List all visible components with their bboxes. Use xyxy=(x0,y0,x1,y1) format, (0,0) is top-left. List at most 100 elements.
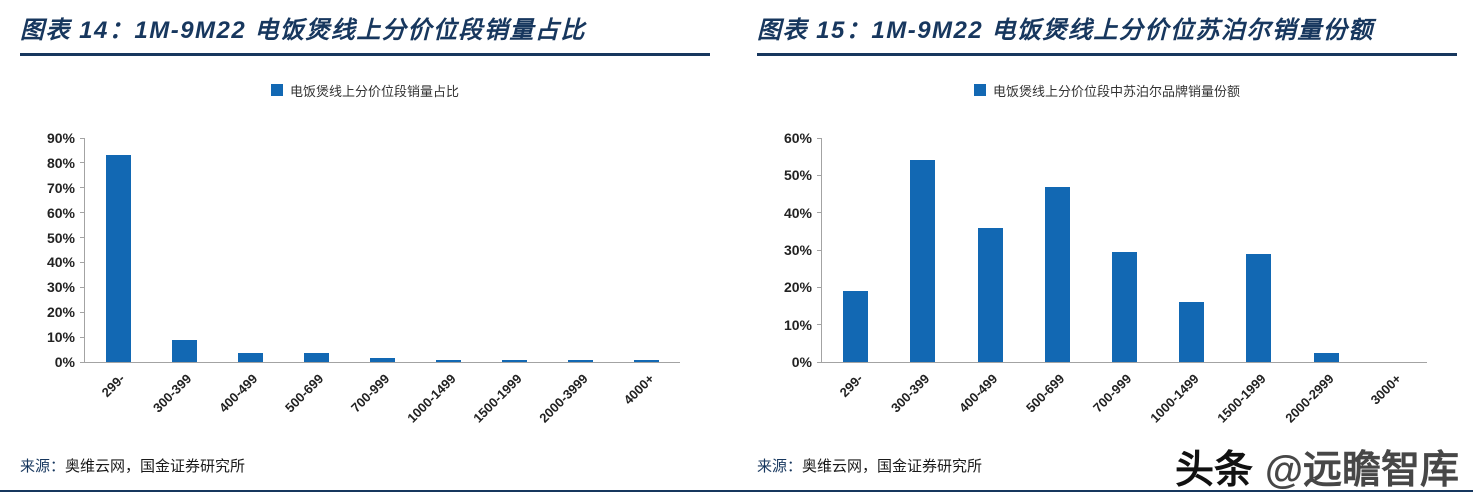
y-tick: 90% xyxy=(33,130,85,146)
y-tick: 80% xyxy=(33,155,85,171)
bar xyxy=(1246,253,1272,362)
bar xyxy=(436,359,462,362)
bar xyxy=(568,359,594,362)
bar-column xyxy=(1158,138,1225,362)
y-tick: 20% xyxy=(770,279,822,295)
x-tick-label: 400-499 xyxy=(215,371,261,416)
legend-label: 电饭煲线上分价位段中苏泊尔品牌销量份额 xyxy=(992,83,1240,99)
bar xyxy=(1313,352,1339,362)
bar-column xyxy=(614,138,680,362)
y-tick-label: 60% xyxy=(783,130,812,146)
x-tick: 2000-2999 xyxy=(1282,363,1359,439)
x-axis-labels: 299- 300-399 400-499 500-699 700-999 1000-149… xyxy=(821,363,1427,439)
bar-column xyxy=(283,138,349,362)
bar xyxy=(1179,302,1205,362)
bar-column xyxy=(85,138,151,362)
source-label: 来源： xyxy=(20,458,66,475)
y-tick-mark xyxy=(80,212,85,214)
x-tick-label: 299- xyxy=(836,371,866,401)
y-tick: 20% xyxy=(33,304,85,320)
x-tick: 4000+ xyxy=(614,363,680,439)
source-text: 奥维云网，国金证券研究所 xyxy=(65,458,246,475)
y-tick: 40% xyxy=(33,254,85,270)
x-tick-label: 400-499 xyxy=(955,371,1000,416)
x-tick: 700-999 xyxy=(348,363,415,439)
bar-column xyxy=(217,138,283,362)
y-tick-mark xyxy=(80,286,85,288)
bar xyxy=(1111,251,1137,362)
x-tick: 2000-3999 xyxy=(537,363,614,439)
x-tick-label: 700-999 xyxy=(1090,371,1135,416)
y-tick-label: 10% xyxy=(46,329,75,346)
y-tick: 60% xyxy=(770,130,822,146)
y-tick-mark xyxy=(817,361,822,363)
y-tick-label: 0% xyxy=(791,354,812,370)
bar-column xyxy=(482,138,548,362)
legend-label: 电饭煲线上分价位段销量占比 xyxy=(289,83,459,99)
y-tick-mark xyxy=(80,361,85,363)
x-tick: 1500-1999 xyxy=(470,363,547,439)
y-tick-mark xyxy=(817,212,822,214)
bar xyxy=(502,359,528,362)
x-tick-label: 4000+ xyxy=(621,371,658,408)
y-tick: 0% xyxy=(770,354,822,370)
bar xyxy=(977,227,1003,362)
y-tick-mark xyxy=(817,174,822,176)
y-tick-label: 40% xyxy=(783,204,812,221)
bar-column xyxy=(1360,138,1427,362)
y-tick-label: 90% xyxy=(46,130,75,146)
y-tick-label: 20% xyxy=(46,304,75,321)
y-axis: 0% 10% 20% 30% 40% 50% 60% xyxy=(784,130,1427,370)
y-tick-mark xyxy=(80,187,85,189)
x-tick: 1000-1499 xyxy=(404,363,481,439)
y-tick-mark xyxy=(80,162,85,164)
x-tick: 500-699 xyxy=(282,363,349,439)
bar xyxy=(910,160,936,362)
y-tick-mark xyxy=(80,237,85,239)
watermark: 头条 @远瞻智库 xyxy=(1175,439,1459,495)
bar xyxy=(843,291,869,362)
y-tick-mark xyxy=(80,336,85,338)
x-tick: 400-499 xyxy=(216,363,282,439)
y-tick: 40% xyxy=(770,205,822,221)
bar-column xyxy=(349,138,415,362)
y-tick-label: 10% xyxy=(783,316,812,333)
bar xyxy=(171,339,197,362)
source-note: 来源：奥维云网，国金证券研究所 xyxy=(20,455,710,476)
y-tick-label: 60% xyxy=(46,204,75,221)
y-tick-label: 50% xyxy=(46,229,75,246)
y-tick: 0% xyxy=(33,354,85,370)
chart-legend: 电饭煲线上分价位段销量占比 xyxy=(20,82,710,99)
y-tick-mark xyxy=(817,286,822,288)
bottom-rule xyxy=(0,490,1473,492)
chart-title: 图表 14：1M-9M22 电饭煲线上分价位段销量占比 xyxy=(20,10,710,56)
y-tick: 50% xyxy=(33,230,85,246)
bar-column xyxy=(1024,138,1091,362)
x-tick-label: 500-699 xyxy=(1022,371,1068,416)
x-tick-label: 299- xyxy=(98,371,128,401)
chart-title: 图表 15：1M-9M22 电饭煲线上分价位苏泊尔销量份额 xyxy=(757,10,1457,56)
x-tick: 299- xyxy=(821,363,888,439)
x-axis-labels: 299- 300-399 400-499 500-699 700-999 1000-149… xyxy=(84,363,680,439)
bar-column xyxy=(151,138,217,362)
chart-panel-figure-15: 图表 15：1M-9M22 电饭煲线上分价位苏泊尔销量份额 电饭煲线上分价位段中… xyxy=(757,10,1457,476)
y-tick-label: 70% xyxy=(46,179,75,196)
bar xyxy=(369,357,395,362)
bar xyxy=(237,353,263,362)
y-tick-label: 40% xyxy=(46,254,75,271)
y-tick-label: 20% xyxy=(783,279,812,296)
bar-column xyxy=(956,138,1023,362)
x-tick: 300-399 xyxy=(150,363,216,439)
bar-column xyxy=(1091,138,1158,362)
bar xyxy=(1044,186,1070,362)
y-tick-mark xyxy=(80,137,85,139)
source-note: 来源：奥维云网，国金证券研究所 xyxy=(757,455,1457,476)
y-tick-label: 30% xyxy=(783,242,812,258)
bar xyxy=(105,155,131,362)
legend-swatch-icon xyxy=(973,84,986,96)
plot-area: 0% 10% 20% 30% 40% 50% 60% 70% 80% 90% xyxy=(47,130,680,370)
bar-column xyxy=(1293,138,1360,362)
x-tick: 400-499 xyxy=(956,363,1023,439)
plot-area: 0% 10% 20% 30% 40% 50% 60% xyxy=(784,130,1427,370)
y-tick-mark xyxy=(80,311,85,313)
